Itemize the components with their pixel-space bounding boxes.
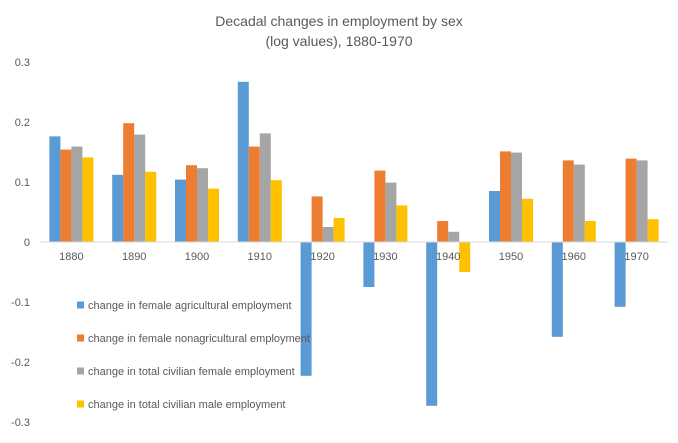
bar-series-1-1970 [614, 242, 626, 307]
bar-series-1-1900 [175, 179, 186, 242]
bar-series-3-1890 [134, 134, 146, 242]
bar-series-2-1960 [562, 160, 574, 242]
legend-label-1: change in female agricultural employment [88, 300, 292, 312]
bar-series-2-1920 [311, 196, 323, 242]
bar-series-4-1880 [82, 157, 94, 242]
legend-swatch-2 [77, 334, 84, 342]
bar-series-1-1960 [551, 242, 563, 337]
y-tick-label: 0.1 [15, 177, 30, 189]
legend-swatch-1 [77, 301, 84, 309]
x-category-label: 1920 [310, 251, 334, 263]
bar-series-4-1970 [647, 219, 659, 242]
bar-series-2-1910 [248, 146, 260, 242]
bar-series-3-1920 [322, 227, 334, 242]
bar-series-3-1900 [197, 168, 208, 242]
x-category-label: 1950 [499, 251, 523, 263]
chart-title-line-1: Decadal changes in employment by sex [215, 13, 462, 29]
bar-series-4-1960 [584, 221, 596, 242]
chart-title-line-2: (log values), 1880-1970 [265, 33, 412, 49]
bar-series-1-1890 [112, 174, 124, 242]
bar-series-3-1970 [636, 160, 648, 242]
bar-series-4-1950 [522, 198, 533, 242]
x-category-label: 1960 [562, 251, 586, 263]
y-tick-label: -0.3 [11, 417, 30, 429]
bar-series-1-1940 [426, 242, 438, 406]
legend-label-3: change in total civilian female employme… [88, 366, 295, 378]
bars-layer [49, 81, 659, 406]
bar-series-1-1880 [49, 136, 61, 242]
legend-label-4: change in total civilian male employment [88, 399, 286, 411]
bar-series-4-1920 [333, 218, 345, 242]
legend-swatch-3 [77, 367, 84, 375]
bar-series-2-1890 [123, 123, 135, 242]
bar-series-2-1900 [186, 165, 197, 242]
y-tick-label: -0.1 [11, 297, 30, 309]
bar-series-1-1920 [300, 242, 312, 376]
bar-series-1-1910 [237, 81, 249, 242]
x-category-label: 1940 [436, 251, 460, 263]
bar-series-3-1940 [448, 231, 460, 242]
x-category-label: 1930 [373, 251, 397, 263]
y-tick-label: -0.2 [11, 357, 30, 369]
bar-series-1-1930 [363, 242, 375, 287]
bar-series-2-1930 [374, 170, 386, 242]
bar-series-4-1930 [396, 205, 408, 242]
legend-label-2: change in female nonagricultural employm… [88, 333, 310, 345]
x-category-label: 1890 [122, 251, 146, 263]
x-category-label: 1880 [59, 251, 83, 263]
legend: change in female agricultural employment… [77, 300, 310, 411]
bar-series-2-1970 [625, 158, 637, 242]
bar-series-4-1900 [208, 188, 219, 242]
x-category-label: 1900 [185, 251, 209, 263]
bar-series-2-1880 [60, 149, 72, 242]
bar-series-4-1940 [459, 242, 471, 272]
x-category-label: 1910 [248, 251, 272, 263]
bar-series-3-1930 [385, 182, 397, 242]
y-tick-label: 0 [24, 237, 30, 249]
bar-series-3-1880 [71, 146, 83, 242]
bar-series-3-1960 [573, 164, 585, 242]
bar-series-2-1940 [437, 221, 449, 242]
bar-series-3-1910 [259, 133, 271, 242]
x-axis-categories: 1880 1890 1900 1910 1920 1930 1940 1950 1960 1970 [59, 251, 649, 263]
bar-series-4-1910 [270, 180, 282, 242]
bar-series-3-1950 [511, 152, 522, 242]
x-category-label: 1970 [624, 251, 648, 263]
bar-series-1-1950 [489, 191, 500, 242]
bar-series-2-1950 [500, 151, 511, 242]
y-tick-label: 0.3 [15, 57, 30, 69]
bar-series-4-1890 [145, 171, 157, 242]
y-tick-label: 0.2 [15, 117, 30, 129]
y-axis-ticks: 0.3 0.2 0.1 0 -0.1 -0.2 -0.3 [11, 57, 30, 429]
legend-swatch-4 [77, 400, 84, 408]
